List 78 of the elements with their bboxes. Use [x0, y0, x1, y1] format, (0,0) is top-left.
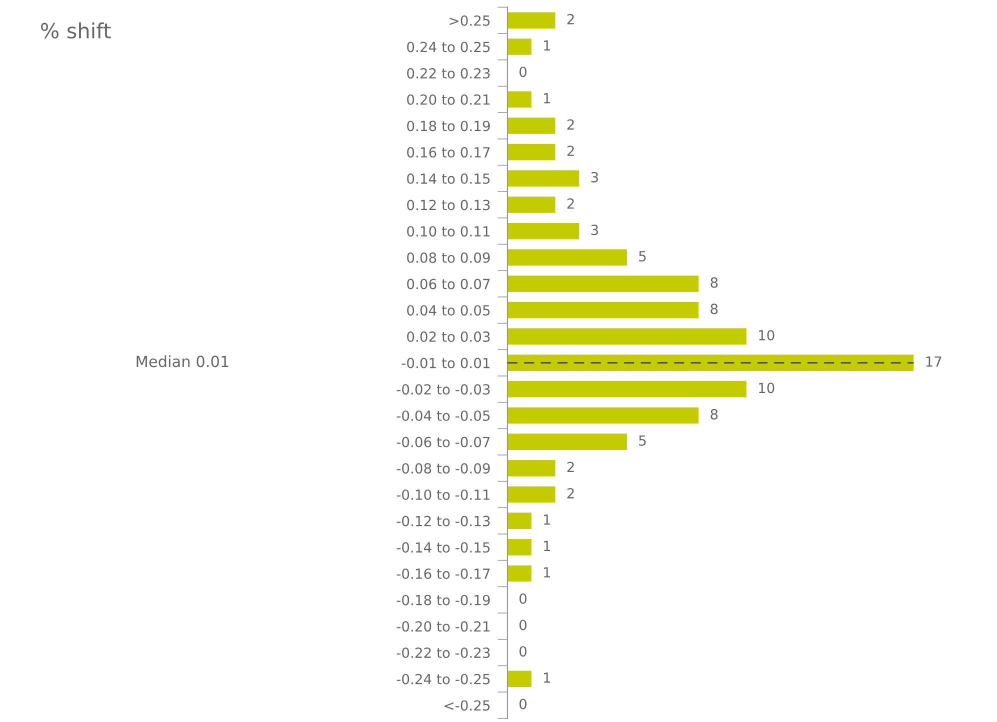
y-tick-label: 0.22 to 0.23 — [407, 68, 490, 79]
data-label: 1 — [544, 514, 550, 525]
data-label: 1 — [544, 567, 550, 578]
y-tick-label: 0.24 to 0.25 — [407, 42, 490, 52]
data-label: 1 — [544, 93, 550, 104]
data-label: 8 — [710, 304, 718, 314]
data-label: 0 — [520, 698, 526, 710]
data-label: 3 — [591, 172, 598, 182]
data-label: 10 — [759, 382, 774, 394]
bar — [507, 196, 556, 213]
y-tick-label: 0.14 to 0.15 — [407, 173, 490, 184]
y-tick-label: -0.10 to -0.11 — [396, 489, 490, 500]
data-label: 1 — [544, 540, 550, 552]
bar — [507, 434, 627, 450]
data-label: 0 — [520, 620, 526, 630]
y-tick-label: -0.22 to -0.23 — [396, 648, 490, 658]
bar — [507, 118, 556, 134]
bar — [507, 170, 580, 187]
y-tick-label: 0.16 to 0.17 — [407, 147, 490, 158]
bar — [507, 486, 556, 503]
y-tick-label: -0.16 to -0.17 — [396, 568, 490, 579]
y-tick-label: -0.24 to -0.25 — [396, 674, 490, 684]
bar — [507, 302, 699, 318]
data-label: 2 — [567, 119, 574, 130]
y-tick-label: 0.10 to 0.11 — [407, 226, 490, 237]
bar — [507, 276, 699, 292]
bar — [507, 539, 532, 556]
y-tick-label: -0.01 to 0.01 — [402, 358, 490, 368]
y-tick-label: -0.14 to -0.15 — [396, 542, 490, 553]
bar — [507, 354, 914, 371]
bar — [507, 249, 627, 266]
bar — [507, 12, 556, 29]
ref-line-label: Median 0.01 — [136, 355, 228, 368]
data-label: 2 — [567, 14, 574, 24]
y-tick-label: -0.04 to -0.05 — [396, 410, 490, 421]
bar — [507, 460, 556, 476]
data-label: 8 — [710, 409, 718, 420]
data-label: 3 — [591, 224, 598, 236]
bar — [507, 144, 556, 160]
y-tick-label: -0.08 to -0.09 — [396, 463, 490, 474]
bar — [507, 380, 746, 398]
y-tick-label: 0.06 to 0.07 — [407, 278, 490, 290]
data-label: 0 — [520, 646, 526, 657]
data-label: 1 — [544, 40, 550, 51]
y-tick-label: 0.20 to 0.21 — [407, 94, 490, 105]
y-tick-label: 0.04 to 0.05 — [407, 305, 490, 316]
y-tick-label: 0.18 to 0.19 — [407, 120, 490, 132]
bar — [507, 512, 532, 530]
y-tick-label: -0.02 to -0.03 — [396, 384, 490, 395]
y-tick-label: 0.08 to 0.09 — [407, 252, 490, 263]
bar — [507, 565, 532, 582]
y-tick-label: -0.20 to -0.21 — [396, 621, 490, 632]
data-label: 17 — [926, 356, 942, 367]
data-label: 2 — [567, 488, 574, 498]
data-label: 5 — [639, 436, 646, 446]
bar — [507, 91, 532, 108]
bar — [507, 222, 580, 240]
data-label: 2 — [567, 146, 574, 156]
y-tick-label: <-0.25 — [444, 700, 490, 711]
data-label: 2 — [567, 198, 574, 209]
data-label: 0 — [520, 66, 526, 78]
data-label: 2 — [567, 462, 574, 472]
data-label: 1 — [544, 672, 550, 683]
text: % shift — [41, 22, 111, 39]
data-label: 10 — [759, 330, 774, 340]
data-label: 5 — [639, 251, 646, 262]
data-label: 8 — [710, 277, 718, 288]
bar — [507, 407, 699, 424]
data-label: 0 — [520, 593, 526, 604]
y-tick-label: >0.25 — [450, 15, 490, 26]
y-tick-label: -0.12 to -0.13 — [396, 516, 490, 526]
y-tick-label: 0.12 to 0.13 — [407, 200, 490, 210]
y-tick-label: 0.02 to 0.03 — [407, 331, 490, 342]
bar — [507, 670, 532, 688]
y-tick-label: -0.06 to -0.07 — [396, 436, 490, 448]
bar — [507, 328, 746, 345]
bar — [507, 38, 532, 55]
y-tick-label: -0.18 to -0.19 — [396, 594, 490, 606]
